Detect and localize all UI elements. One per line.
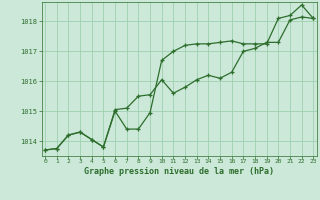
X-axis label: Graphe pression niveau de la mer (hPa): Graphe pression niveau de la mer (hPa): [84, 167, 274, 176]
